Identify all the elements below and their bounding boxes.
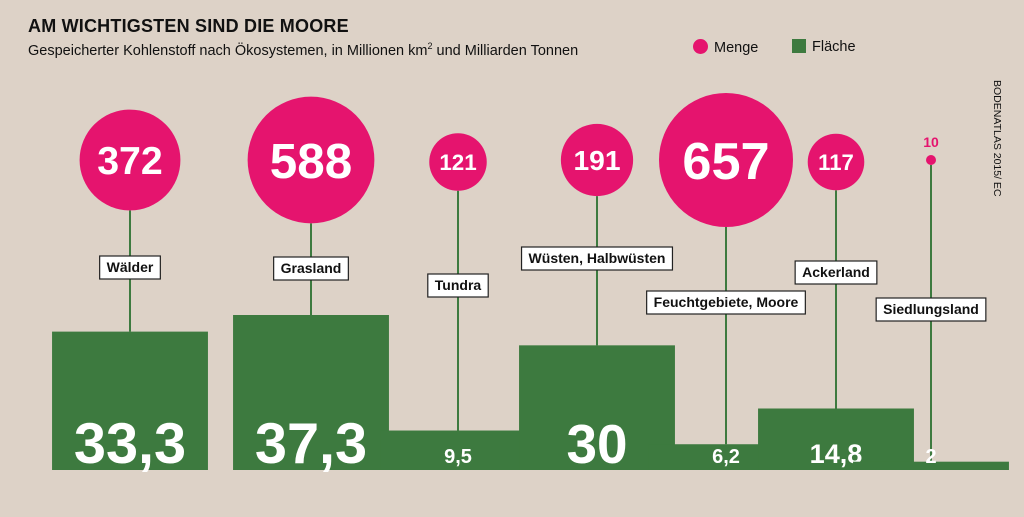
bar-flaeche xyxy=(380,430,536,470)
bubble-value-label: 117 xyxy=(818,150,854,175)
legend-label-flaeche: Fläche xyxy=(812,39,856,55)
bar-flaeche xyxy=(758,408,914,470)
bar-value-label: 2 xyxy=(925,446,936,468)
legend-circle-icon xyxy=(693,39,708,54)
bubble-value-label: 372 xyxy=(97,139,163,183)
bar-value-label: 33,3 xyxy=(74,412,186,476)
category-label-box xyxy=(427,273,489,298)
bubble-value-label: 10 xyxy=(923,134,939,150)
category-label: Grasland xyxy=(281,260,342,276)
bubble-value-label: 191 xyxy=(573,144,620,176)
category-label: Ackerland xyxy=(802,264,870,280)
category-label: Wälder xyxy=(107,259,154,275)
legend-label-menge: Menge xyxy=(714,40,759,56)
bar-value-label: 37,3 xyxy=(255,412,367,476)
bubble-menge xyxy=(659,93,793,227)
chart-subtitle: Gespeicherter Kohlenstoff nach Ökosystem… xyxy=(28,41,579,59)
category-label-box xyxy=(99,255,161,280)
category-label: Feuchtgebiete, Moore xyxy=(654,294,799,310)
bubble-menge xyxy=(560,123,634,197)
category-label-box xyxy=(875,297,987,322)
bar-value-label: 9,5 xyxy=(444,446,472,468)
bar-flaeche xyxy=(52,331,208,470)
bubble-value-label: 588 xyxy=(270,134,352,189)
category-label: Siedlungsland xyxy=(883,301,979,317)
legend-item-menge: Menge xyxy=(693,39,758,56)
category-label-box xyxy=(794,260,878,285)
bubble-value-label: 121 xyxy=(439,150,476,175)
legend-square-icon xyxy=(792,39,806,53)
category-label-box xyxy=(520,246,674,271)
bubble-menge xyxy=(926,155,936,165)
category-label: Wüsten, Halbwüsten xyxy=(529,250,666,266)
bubble-menge xyxy=(79,109,181,211)
legend-item-flaeche: Fläche xyxy=(792,39,856,55)
bubble-menge xyxy=(429,133,487,191)
bar-flaeche xyxy=(853,461,1009,470)
category-label-box xyxy=(646,290,806,315)
bar-value-label: 6,2 xyxy=(712,446,740,468)
category-label-box xyxy=(273,256,349,281)
bar-value-label: 30 xyxy=(566,413,627,475)
category-label: Tundra xyxy=(435,277,482,293)
chart-title: AM WICHTIGSTEN SIND DIE MOORE xyxy=(28,16,349,36)
bubble-value-label: 657 xyxy=(682,133,769,191)
bubble-menge xyxy=(247,96,375,224)
bubble-menge xyxy=(807,133,865,191)
bar-flaeche xyxy=(233,315,389,470)
